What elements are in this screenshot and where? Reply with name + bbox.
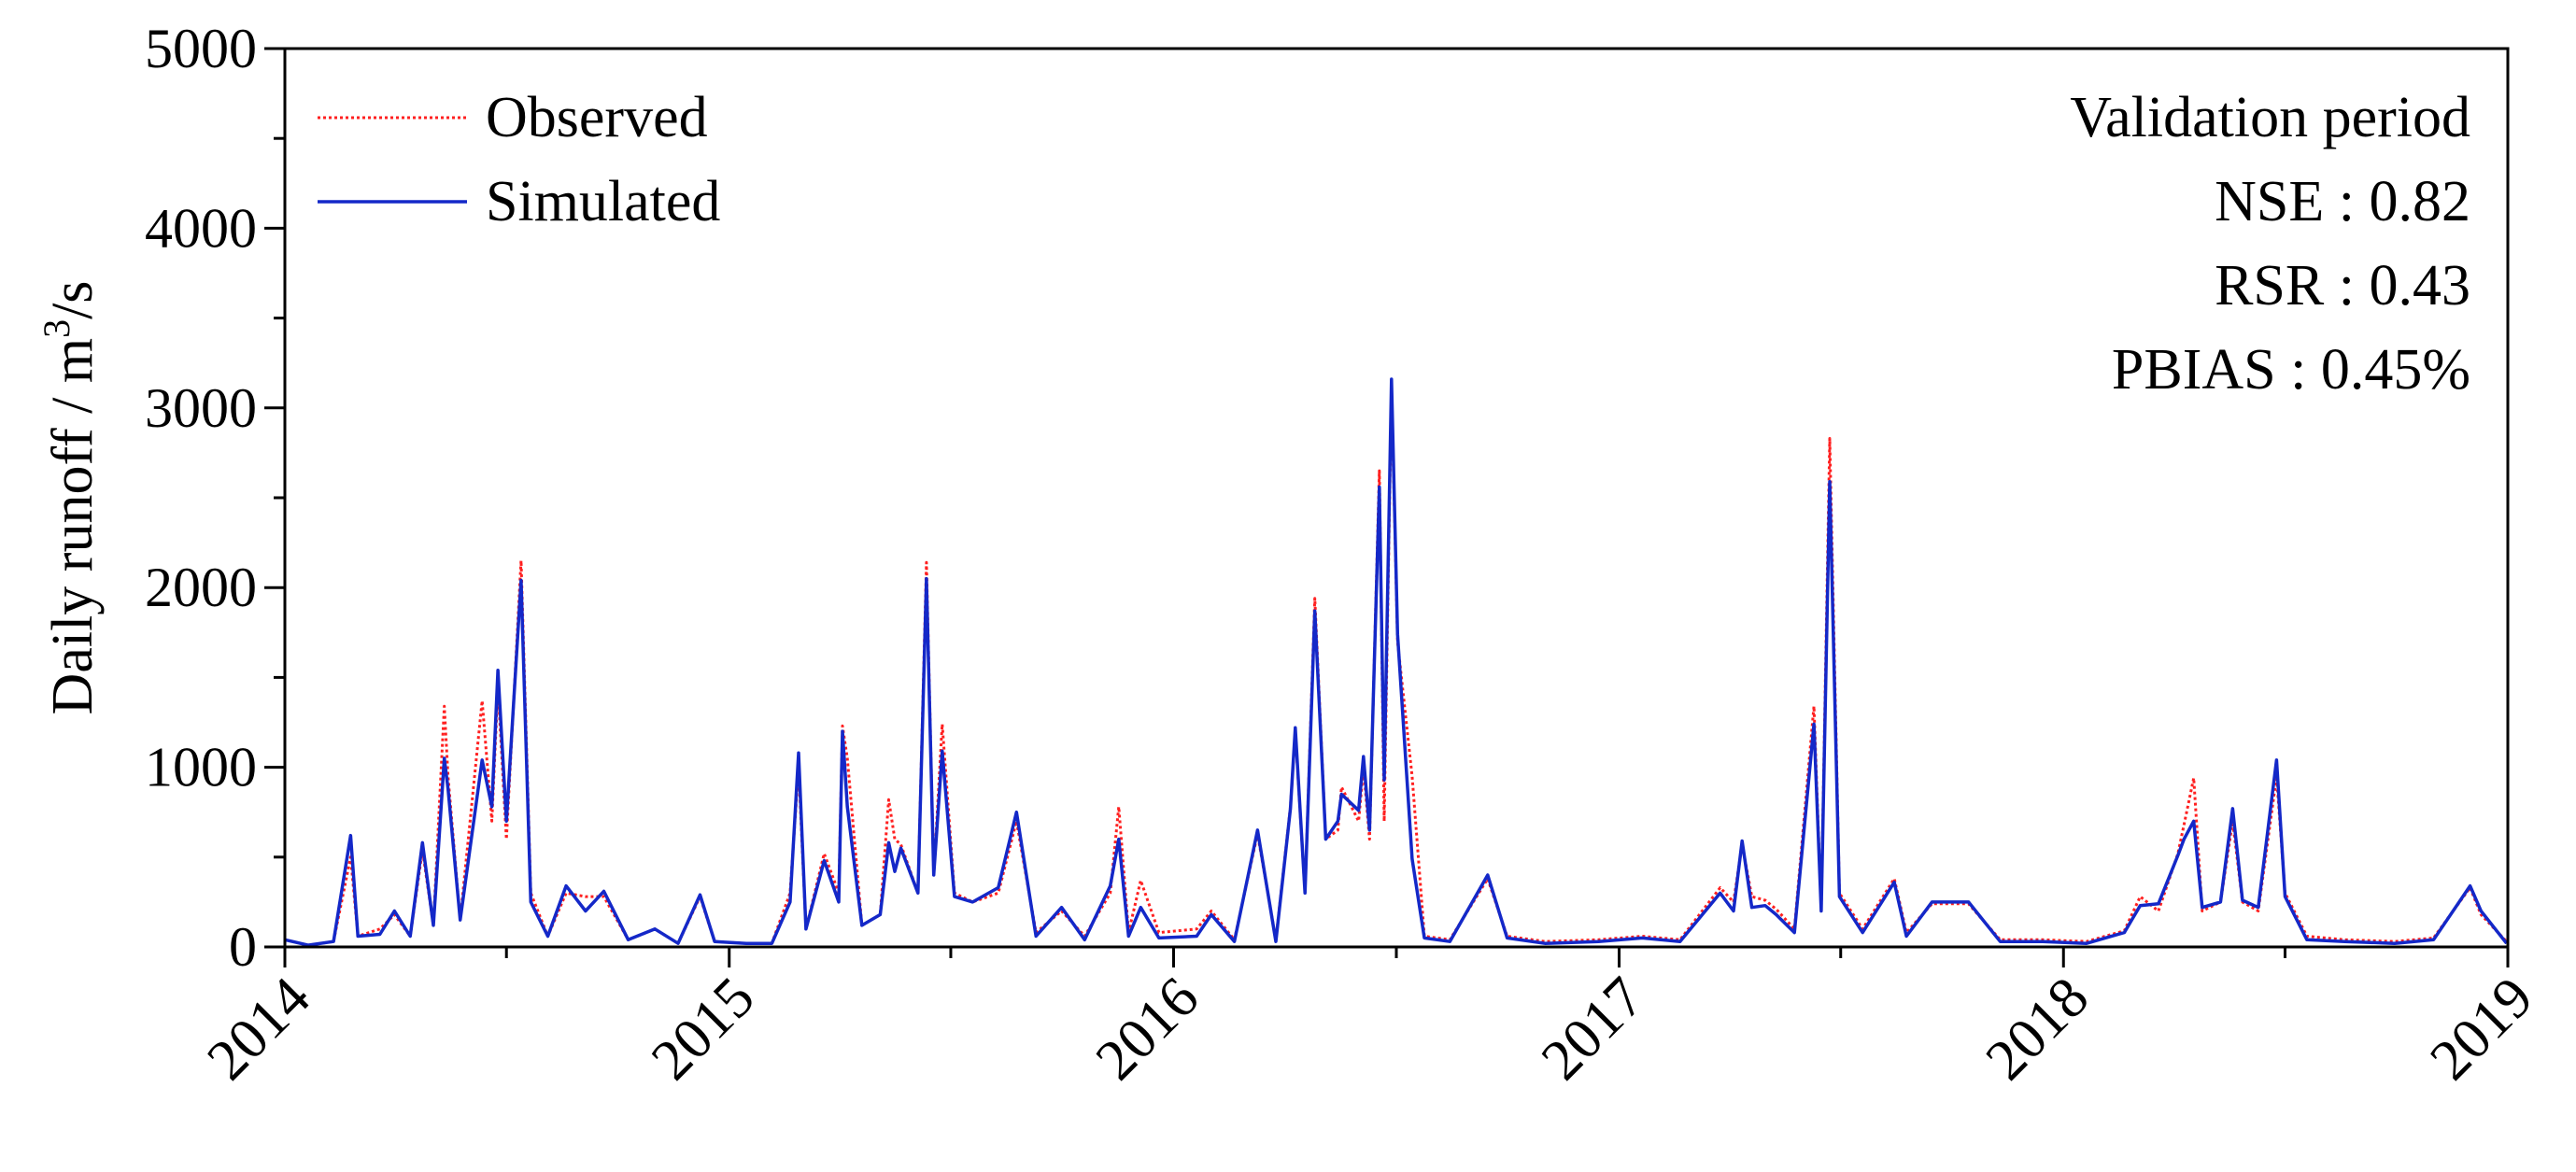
series-line-simulated [284, 377, 2509, 947]
annotation-1: NSE : 0.82 [2215, 170, 2470, 233]
y-tick-label-0: 0 [229, 916, 257, 978]
y-tick-label-2000: 2000 [145, 557, 257, 618]
annotation-2: RSR : 0.43 [2215, 254, 2470, 318]
x-tick-label-2014: 2014 [195, 966, 322, 1093]
x-tick-label-2015: 2015 [640, 966, 767, 1093]
x-tick-label-2019: 2019 [2418, 966, 2545, 1093]
y-tick-label-5000: 5000 [145, 18, 257, 79]
legend-label-observed: Observed [486, 86, 708, 149]
y-tick-label-1000: 1000 [145, 737, 257, 798]
x-tick-label-2017: 2017 [1530, 966, 1657, 1093]
y-axis-label: Daily runoff / m3/s [35, 281, 105, 715]
series-line-observed [284, 385, 2508, 947]
annotation-0: Validation period [2070, 86, 2470, 149]
x-tick-label-2016: 2016 [1084, 966, 1211, 1093]
x-tick-label-2018: 2018 [1974, 966, 2101, 1093]
legend-label-simulated: Simulated [486, 170, 720, 233]
y-tick-label-4000: 4000 [145, 197, 257, 259]
annotation-3: PBIAS : 0.45% [2112, 338, 2470, 402]
y-tick-label-3000: 3000 [145, 377, 257, 439]
